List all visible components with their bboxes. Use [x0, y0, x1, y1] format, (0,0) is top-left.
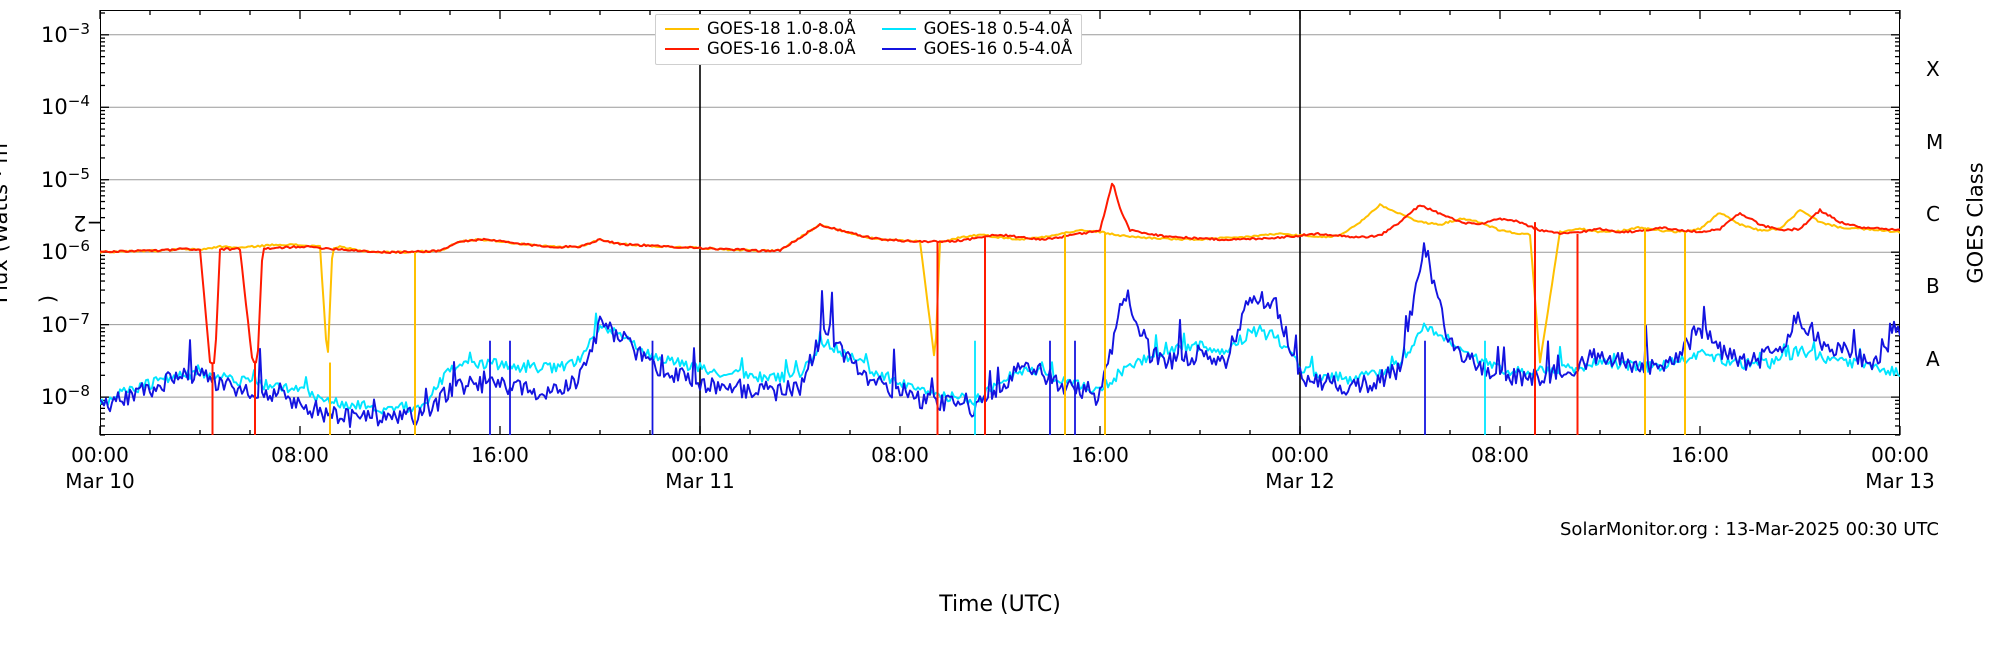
- y-tick-label: 10−3: [40, 19, 90, 47]
- source-watermark: SolarMonitor.org : 13-Mar-2025 00:30 UTC: [1560, 519, 1939, 540]
- x-tick-label: 00:00: [1871, 443, 1929, 467]
- legend-item-goes18-long: GOES-18 1.0-8.0Å: [665, 20, 856, 38]
- goes-class-label-x: X: [1926, 57, 1940, 82]
- x-tick-label: 00:00: [71, 443, 129, 467]
- legend-item-goes16-long: GOES-16 1.0-8.0Å: [665, 40, 856, 58]
- day-boundary-lines: [699, 10, 1301, 435]
- legend-label: GOES-16 1.0-8.0Å: [707, 39, 856, 58]
- series-line: [100, 203, 1900, 364]
- x-tick-label: 00:00: [671, 443, 729, 467]
- grid-lines: [100, 34, 1900, 398]
- x-date-label: Mar 13: [1865, 469, 1935, 493]
- legend-swatch-icon: [881, 28, 916, 30]
- axis-ticks: [99, 10, 1901, 436]
- legend-swatch-icon: [665, 28, 699, 30]
- legend-label: GOES-18 1.0-8.0Å: [707, 19, 856, 38]
- x-tick-label: 08:00: [871, 443, 929, 467]
- legend-label: GOES-16 0.5-4.0Å: [923, 39, 1073, 58]
- goes-class-label-a: A: [1926, 346, 1940, 371]
- x-date-label: Mar 12: [1265, 469, 1335, 493]
- x-tick-label: 16:00: [1071, 443, 1129, 467]
- x-axis-title: Time (UTC): [939, 592, 1061, 617]
- legend-label: GOES-18 0.5-4.0Å: [923, 19, 1073, 38]
- x-date-label: Mar 10: [65, 469, 135, 493]
- y-tick-label: 10−5: [40, 164, 90, 192]
- goes-class-label-c: C: [1926, 201, 1940, 226]
- legend-swatch-icon: [881, 48, 916, 50]
- series-line: [100, 242, 1900, 428]
- goes-class-label-b: B: [1926, 274, 1940, 299]
- y-tick-label: 10−8: [40, 382, 90, 410]
- legend-swatch-icon: [665, 48, 699, 50]
- goes-class-label-m: M: [1926, 129, 1944, 154]
- legend-item-goes16-short: GOES-16 0.5-4.0Å: [881, 39, 1073, 58]
- y-tick-label: 10−6: [40, 237, 90, 265]
- x-tick-label: 00:00: [1271, 443, 1329, 467]
- data-series-group: [100, 182, 1900, 435]
- x-tick-label: 16:00: [471, 443, 529, 467]
- x-tick-label: 08:00: [1471, 443, 1529, 467]
- x-tick-label: 08:00: [271, 443, 329, 467]
- legend-item-goes18-short: GOES-18 0.5-4.0Å: [881, 19, 1073, 38]
- x-date-label: Mar 11: [665, 469, 735, 493]
- series-line: [100, 182, 1900, 365]
- plot-area: [100, 10, 1900, 435]
- legend: GOES-18 1.0-8.0Å GOES-18 0.5-4.0Å GOES-1…: [655, 14, 1083, 65]
- y-tick-label: 10−4: [40, 92, 90, 120]
- x-tick-label: 16:00: [1671, 443, 1729, 467]
- y-tick-label: 10−7: [40, 309, 90, 337]
